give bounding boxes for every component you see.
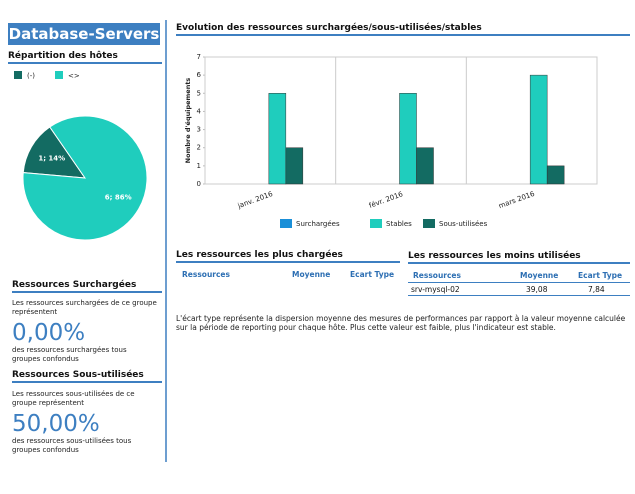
table-rule	[408, 282, 630, 283]
table-cell: srv-mysql-02	[411, 285, 460, 294]
summary-footer: des ressources sous-utilisées tous group…	[12, 437, 132, 454]
y-tick-label: 4	[197, 107, 202, 115]
legend-swatch	[55, 71, 63, 79]
summary-title: Ressources Surchargées	[12, 280, 162, 293]
legend-swatch	[370, 219, 382, 228]
table-header: Ressources	[182, 270, 230, 279]
summary-value: 50,00%	[12, 411, 100, 437]
y-tick-label: 5	[197, 89, 201, 97]
table-rule	[408, 295, 630, 296]
legend-label: Surchargées	[296, 220, 340, 228]
table-cell: 7,84	[588, 285, 605, 294]
bar	[546, 165, 565, 185]
pie-label: 1; 14%	[38, 155, 65, 163]
pie-title: Répartition des hôtes	[8, 51, 162, 64]
table-header: Ecart Type	[578, 271, 623, 280]
bar	[285, 147, 304, 185]
table-cell: 39,08	[526, 285, 548, 294]
x-tick-label: janv. 2016	[236, 190, 275, 211]
legend-label: Sous-utilisées	[439, 220, 488, 228]
bar	[416, 147, 434, 185]
y-tick-label: 1	[197, 162, 201, 170]
table-header: Moyenne	[292, 270, 331, 279]
summary-title: Ressources Sous-utilisées	[12, 370, 162, 383]
summary-text: Les ressources surchargées de ce groupe …	[12, 299, 157, 316]
summary-text: Les ressources sous-utilisées de ce grou…	[12, 390, 135, 407]
legend-label: (-)	[27, 72, 35, 80]
summary-value: 0,00%	[12, 320, 86, 346]
legend-swatch	[280, 219, 292, 228]
y-tick-label: 0	[197, 180, 201, 188]
pie-label: 6; 86%	[105, 193, 132, 201]
y-tick-label: 3	[197, 126, 201, 134]
table-title: Les ressources les moins utilisées	[408, 251, 630, 264]
page-title: Database-Servers	[8, 23, 160, 45]
y-axis-label: Nombre d'équipements	[184, 78, 192, 164]
bar	[399, 93, 417, 185]
bar-title: Evolution des ressources surchargées/sou…	[176, 23, 630, 36]
legend-swatch	[14, 71, 22, 79]
y-tick-label: 2	[197, 144, 201, 152]
bar	[268, 93, 287, 185]
pie-slice	[22, 126, 87, 179]
table-header: Ressources	[413, 271, 461, 280]
x-tick-label: mars 2016	[498, 190, 537, 211]
summary-footer: des ressources surchargées tous groupes …	[12, 346, 127, 363]
table-header: Ecart Type	[350, 270, 395, 279]
legend-swatch	[423, 219, 435, 228]
x-tick-label: févr. 2016	[368, 190, 405, 210]
table-header: Moyenne	[520, 271, 559, 280]
pie-slice	[22, 115, 148, 241]
bar	[529, 74, 548, 185]
legend-label: Stables	[386, 220, 412, 228]
table-title: Les ressources les plus chargées	[176, 250, 400, 263]
y-tick-label: 7	[197, 53, 201, 61]
legend-label: <>	[68, 72, 80, 80]
note: L'écart type représente la dispersion mo…	[176, 314, 626, 332]
y-tick-label: 6	[197, 71, 202, 79]
